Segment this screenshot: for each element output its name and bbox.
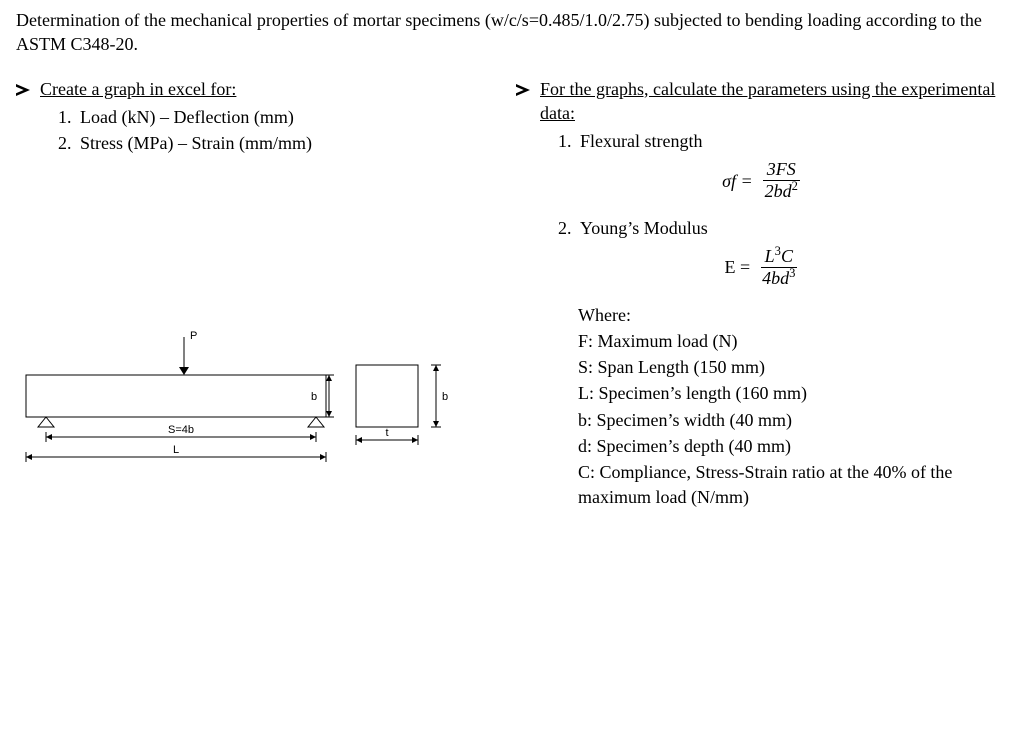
where-d: d: Specimen’s depth (40 mm) <box>578 434 1008 458</box>
svg-text:b: b <box>311 391 317 403</box>
where-F: F: Maximum load (N) <box>578 329 1008 353</box>
bullet-arrow-icon <box>16 84 30 96</box>
eq2-den-a: 4bd <box>762 268 789 288</box>
eq1-den-a: 2bd <box>765 181 792 201</box>
bullet-arrow-icon <box>516 84 530 96</box>
eq2-num-b: C <box>781 246 793 266</box>
left-item-2: 2.Stress (MPa) – Strain (mm/mm) <box>58 131 496 155</box>
where-b: b: Specimen’s width (40 mm) <box>578 408 1008 432</box>
eq2-num-a: L <box>765 246 775 266</box>
beam-diagram: P b b t S=4b L <box>16 325 496 475</box>
svg-text:S=4b: S=4b <box>168 424 194 436</box>
intro-text: Determination of the mechanical properti… <box>16 8 1008 57</box>
right-item-2-text: Young’s Modulus <box>580 218 708 238</box>
right-item-1: 1.Flexural strength <box>558 129 1008 153</box>
right-heading: For the graphs, calculate the parameters… <box>540 77 1008 126</box>
where-label: Where: <box>578 303 1008 327</box>
eq1-lhs: σf = <box>722 169 753 193</box>
left-heading: Create a graph in excel for: <box>40 77 236 101</box>
left-item-1-text: Load (kN) – Deflection (mm) <box>80 107 294 127</box>
svg-text:t: t <box>385 427 388 439</box>
svg-text:L: L <box>173 444 179 456</box>
left-item-1: 1.Load (kN) – Deflection (mm) <box>58 105 496 129</box>
right-item-1-text: Flexural strength <box>580 131 702 151</box>
eq1-den-exp: 2 <box>792 179 798 193</box>
where-block: Where: F: Maximum load (N) S: Span Lengt… <box>578 303 1008 509</box>
where-C: C: Compliance, Stress-Strain ratio at th… <box>578 460 1008 509</box>
equation-flexural: σf = 3FS 2bd2 <box>516 159 1008 201</box>
where-L: L: Specimen’s length (160 mm) <box>578 381 1008 405</box>
eq2-den-exp: 3 <box>789 266 795 280</box>
eq2-lhs: E = <box>725 255 751 279</box>
svg-text:P: P <box>190 330 197 342</box>
eq1-num: 3FS <box>763 159 800 181</box>
equation-youngs: E = L3C 4bd3 <box>516 246 1008 288</box>
left-item-2-text: Stress (MPa) – Strain (mm/mm) <box>80 133 312 153</box>
svg-text:b: b <box>442 391 448 403</box>
where-S: S: Span Length (150 mm) <box>578 355 1008 379</box>
right-item-2: 2.Young’s Modulus <box>558 216 1008 240</box>
